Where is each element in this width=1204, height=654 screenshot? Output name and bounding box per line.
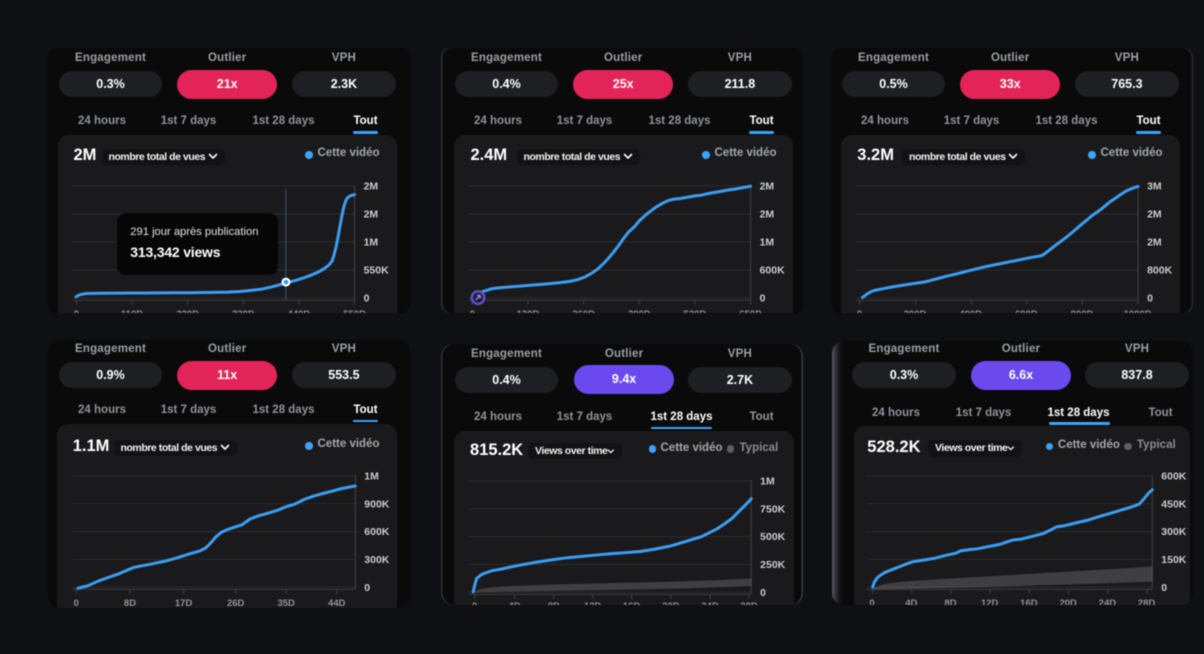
svg-text:1M: 1M	[760, 476, 775, 487]
svg-text:2M: 2M	[1147, 209, 1162, 220]
svg-text:450K: 450K	[1161, 499, 1186, 510]
svg-text:750K: 750K	[760, 504, 785, 515]
svg-text:0: 0	[760, 588, 766, 599]
svg-text:150K: 150K	[1161, 555, 1186, 566]
svg-text:300K: 300K	[1161, 527, 1186, 538]
svg-text:550K: 550K	[364, 265, 389, 276]
svg-text:250K: 250K	[760, 560, 785, 571]
svg-text:0: 0	[364, 293, 370, 304]
svg-text:300K: 300K	[364, 555, 389, 566]
svg-text:600K: 600K	[364, 527, 389, 538]
svg-text:500K: 500K	[760, 532, 785, 543]
svg-text:1M: 1M	[364, 237, 379, 248]
svg-text:1M: 1M	[364, 471, 379, 482]
svg-text:2M: 2M	[760, 209, 775, 220]
svg-text:0: 0	[364, 583, 370, 594]
svg-text:1M: 1M	[760, 237, 775, 248]
svg-text:0: 0	[1147, 293, 1153, 304]
svg-text:800K: 800K	[1147, 265, 1172, 276]
svg-text:900K: 900K	[364, 499, 389, 510]
svg-text:2M: 2M	[364, 181, 379, 192]
svg-text:600K: 600K	[1161, 471, 1186, 482]
svg-text:2M: 2M	[760, 181, 775, 192]
svg-text:2M: 2M	[364, 209, 379, 220]
svg-text:3M: 3M	[1147, 181, 1162, 192]
svg-text:600K: 600K	[760, 265, 785, 276]
svg-text:0: 0	[760, 293, 766, 304]
svg-text:0: 0	[1161, 583, 1167, 594]
svg-text:2M: 2M	[1147, 237, 1162, 248]
